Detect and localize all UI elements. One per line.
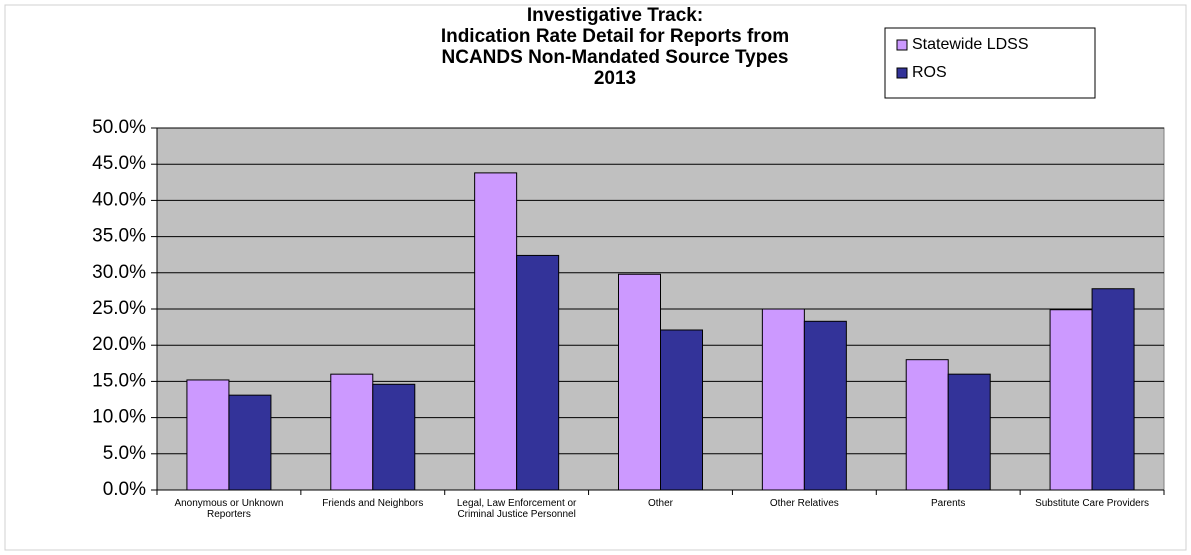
legend-swatch	[896, 39, 908, 51]
bar	[947, 373, 991, 491]
y-tick-label: 25.0%	[92, 298, 146, 319]
y-tick-label: 50.0%	[92, 117, 146, 138]
y-tick-label: 10.0%	[92, 407, 146, 428]
y-tick-label: 0.0%	[103, 479, 146, 500]
legend-swatch	[896, 67, 908, 79]
bar	[228, 394, 272, 491]
bar	[905, 359, 949, 491]
y-tick-label: 40.0%	[92, 189, 146, 210]
chart-title: NCANDS Non-Mandated Source Types	[442, 47, 789, 68]
bar	[761, 308, 805, 491]
bar	[1049, 309, 1093, 491]
x-tick-label: Friends and Neighbors	[322, 498, 424, 509]
bar	[1091, 288, 1135, 491]
bar	[372, 383, 416, 491]
legend-label: Statewide LDSS	[912, 36, 1029, 53]
bar	[618, 273, 661, 491]
x-tick-label: Other	[647, 498, 673, 509]
legend-label: ROS	[912, 64, 947, 81]
x-tick-label: Legal, Law Enforcement or Criminal Justi…	[456, 498, 577, 520]
x-tick-label: Anonymous or Unknown Reporters	[174, 498, 284, 520]
x-tick-label: Parents	[930, 498, 966, 509]
bar	[516, 254, 560, 491]
chart-title: Investigative Track:	[527, 5, 703, 26]
y-tick-label: 15.0%	[92, 370, 146, 391]
bar	[660, 329, 703, 491]
chart-border	[4, 4, 1187, 551]
y-tick-label: 30.0%	[92, 262, 146, 283]
chart-title: 2013	[594, 68, 636, 89]
legend-box	[884, 27, 1096, 99]
y-tick-label: 45.0%	[92, 153, 146, 174]
bar	[186, 379, 230, 491]
x-tick-label: Other Relatives	[769, 498, 839, 509]
y-tick-label: 20.0%	[92, 334, 146, 355]
y-tick-label: 5.0%	[103, 443, 146, 464]
bar	[474, 172, 518, 491]
chart-title: Indication Rate Detail for Reports from	[441, 26, 789, 47]
bar	[330, 373, 374, 491]
x-tick-label: Substitute Care Providers	[1035, 498, 1150, 509]
y-tick-label: 35.0%	[92, 226, 146, 247]
bar	[803, 320, 847, 491]
